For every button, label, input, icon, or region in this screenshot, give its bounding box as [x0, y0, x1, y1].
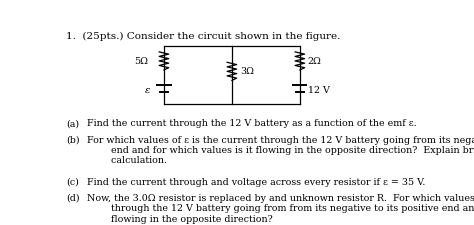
- Text: Find the current through and voltage across every resistor if ε = 35 V.: Find the current through and voltage acr…: [87, 177, 425, 186]
- Text: 1.  (25pts.) Consider the circuit shown in the figure.: 1. (25pts.) Consider the circuit shown i…: [66, 31, 340, 40]
- Text: (b): (b): [66, 135, 80, 144]
- Text: 2Ω: 2Ω: [307, 56, 321, 65]
- Text: 5Ω: 5Ω: [135, 56, 148, 65]
- Text: 3Ω: 3Ω: [240, 67, 254, 76]
- Text: (c): (c): [66, 177, 79, 186]
- Text: (d): (d): [66, 193, 80, 202]
- Text: Find the current through the 12 V battery as a function of the emf ε.: Find the current through the 12 V batter…: [87, 119, 417, 128]
- Text: (a): (a): [66, 119, 79, 128]
- Text: Now, the 3.0Ω resistor is replaced by and unknown resistor R.  For which values : Now, the 3.0Ω resistor is replaced by an…: [87, 193, 474, 223]
- Text: For which values of ε is the current through the 12 V battery going from its neg: For which values of ε is the current thr…: [87, 135, 474, 165]
- Text: ε: ε: [146, 86, 151, 95]
- Text: 12 V: 12 V: [308, 86, 330, 95]
